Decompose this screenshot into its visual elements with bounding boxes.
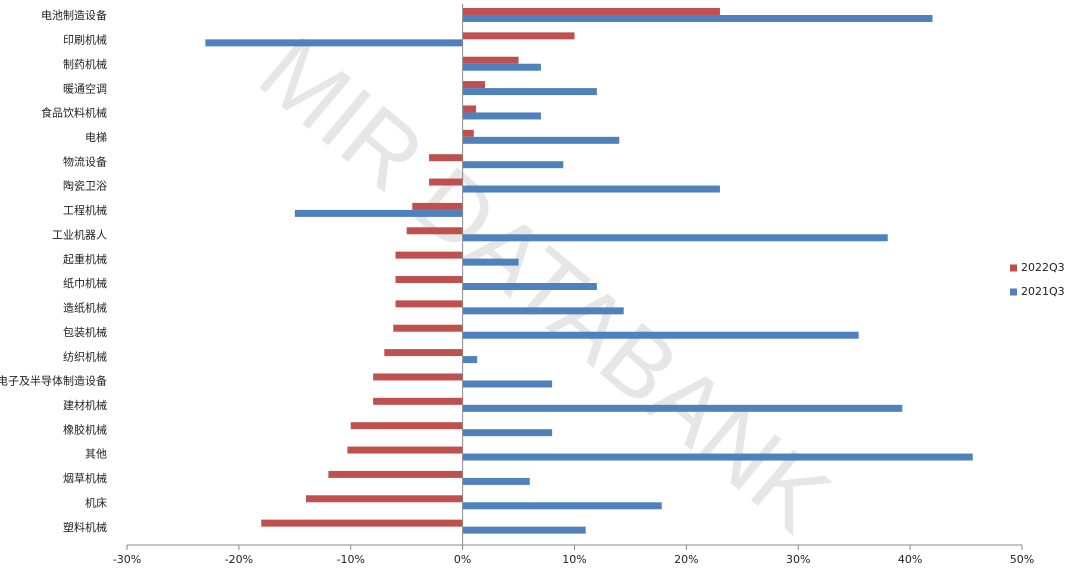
bar <box>462 15 933 22</box>
bar <box>462 380 553 388</box>
x-tick-label: 40% <box>898 553 922 566</box>
bar <box>395 276 463 283</box>
bar <box>462 307 624 315</box>
legend-swatch <box>1010 264 1017 272</box>
bar <box>393 324 463 332</box>
x-tick-label: 50% <box>1010 553 1034 566</box>
bar <box>462 32 575 40</box>
category-label: 工业机器人 <box>52 227 107 241</box>
category-label: 电子及半导体制造设备 <box>0 374 107 388</box>
category-label: 其他 <box>85 448 107 461</box>
bar <box>395 251 463 259</box>
category-label: 物流设备 <box>63 154 107 168</box>
x-tick-label: -10% <box>337 553 365 566</box>
bar <box>462 234 888 242</box>
bar <box>347 446 463 454</box>
x-tick-label: 0% <box>454 553 471 566</box>
x-tick-label: -20% <box>225 553 253 566</box>
bar <box>462 8 720 15</box>
category-label: 电池制造设备 <box>41 8 107 22</box>
category-label: 工程机械 <box>63 203 107 217</box>
bar <box>462 404 903 412</box>
bar <box>384 349 463 357</box>
category-label: 塑料机械 <box>63 520 107 534</box>
bar <box>462 258 519 266</box>
x-tick-label: 20% <box>674 553 698 566</box>
bar <box>462 161 564 169</box>
bar <box>406 227 463 235</box>
bar <box>373 397 463 405</box>
bar <box>462 112 541 120</box>
legend-label: 2022Q3 <box>1021 261 1065 274</box>
category-label: 纸巾机械 <box>63 276 107 290</box>
bar <box>261 519 463 527</box>
bar <box>462 88 597 96</box>
bar <box>350 422 463 430</box>
bar <box>462 502 662 510</box>
category-label: 造纸机械 <box>63 301 107 315</box>
legend-swatch <box>1010 288 1017 296</box>
bar <box>462 283 597 290</box>
category-label: 印刷机械 <box>63 33 107 47</box>
bar <box>462 136 620 144</box>
bar <box>412 202 463 210</box>
bar <box>373 373 463 381</box>
bar <box>294 209 463 217</box>
x-tick-label: -30% <box>113 553 141 566</box>
bar <box>462 63 541 71</box>
category-label: 暖通空调 <box>63 81 107 95</box>
category-label: 烟草机械 <box>63 471 107 485</box>
category-label: 陶瓷卫浴 <box>63 179 107 193</box>
bar <box>462 81 485 89</box>
category-label: 起重机械 <box>63 252 107 266</box>
bar <box>429 178 463 186</box>
category-label: 电梯 <box>85 131 107 144</box>
bar <box>306 495 463 503</box>
category-label: 包装机械 <box>63 325 107 339</box>
bar <box>462 56 519 64</box>
category-label: 橡胶机械 <box>63 422 107 436</box>
bar <box>462 477 530 485</box>
bar <box>462 453 973 461</box>
category-label: 建材机械 <box>63 398 107 412</box>
bar <box>462 331 859 339</box>
legend-label: 2021Q3 <box>1021 285 1065 298</box>
bar <box>462 429 553 437</box>
bar <box>205 39 463 47</box>
bar <box>328 470 463 478</box>
bar <box>462 185 720 193</box>
bar <box>395 300 463 308</box>
category-label: 机床 <box>85 495 107 509</box>
bar <box>462 356 478 364</box>
category-label: 纺织机械 <box>63 349 107 363</box>
category-label: 食品饮料机械 <box>41 106 107 120</box>
bar <box>462 526 586 534</box>
bar <box>462 105 477 113</box>
bar <box>462 129 474 137</box>
x-tick-label: 10% <box>562 553 586 566</box>
x-tick-label: 30% <box>786 553 810 566</box>
bar <box>429 154 463 162</box>
category-label: 制药机械 <box>63 57 107 71</box>
